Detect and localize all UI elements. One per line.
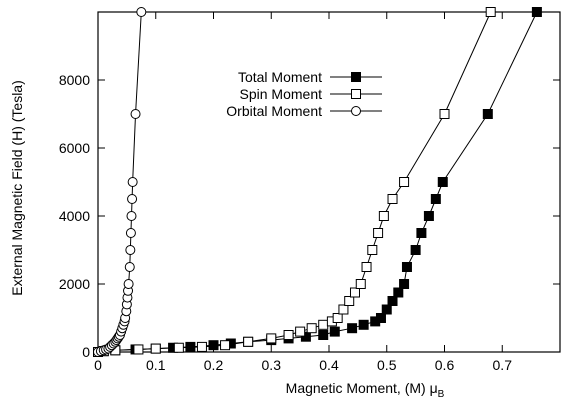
data-point-spin-moment xyxy=(373,228,384,238)
data-point-orbital-moment xyxy=(127,177,138,187)
data-point-spin-moment xyxy=(332,313,343,323)
data-point-spin-moment xyxy=(349,287,360,298)
data-point-spin-moment xyxy=(133,344,144,355)
data-point-total-moment xyxy=(387,296,398,306)
legend-marker-orbital-moment xyxy=(351,106,361,116)
x-tick-label: 0.6 xyxy=(435,357,455,373)
data-point-total-moment xyxy=(531,7,542,17)
data-point-total-moment xyxy=(410,245,421,255)
data-point-spin-moment xyxy=(399,177,410,187)
y-tick-label: 2000 xyxy=(59,276,90,292)
data-point-total-moment xyxy=(423,211,434,221)
data-point-total-moment xyxy=(300,331,311,342)
y-tick-label: 0 xyxy=(82,344,90,360)
x-tick-label: 0.4 xyxy=(319,357,339,373)
data-point-orbital-moment xyxy=(123,279,134,289)
data-point-spin-moment xyxy=(344,296,355,306)
axis-ticks: 0 0.1 0.2 0.3 0.4 0.5 0.6 0.7 0 2000 4000 6000 8000 xyxy=(59,12,560,373)
data-point-orbital-moment xyxy=(125,228,136,238)
data-point-spin-moment xyxy=(283,330,294,340)
series-line-total-moment xyxy=(97,11,538,353)
data-point-spin-moment xyxy=(243,336,254,347)
data-point-total-moment xyxy=(358,319,369,330)
data-point-total-moment xyxy=(401,262,412,272)
x-tick-label: 0.2 xyxy=(204,357,224,373)
plot-frame xyxy=(97,11,561,353)
data-point-spin-moment xyxy=(306,323,317,334)
x-axis-title-subscript: B xyxy=(438,389,445,400)
legend-marker-spin-moment xyxy=(351,89,361,99)
data-point-orbital-moment xyxy=(126,211,137,221)
data-point-spin-moment xyxy=(295,326,306,337)
y-axis-title: External Magnetic Field (H) (Tesla) xyxy=(9,80,25,296)
x-tick-label: 0 xyxy=(94,357,102,373)
data-point-total-moment xyxy=(393,287,404,298)
data-point-spin-moment xyxy=(173,342,184,353)
series-total-moment xyxy=(93,7,542,357)
data-point-spin-moment xyxy=(439,109,450,119)
x-tick-label: 0.1 xyxy=(146,357,166,373)
x-tick-label: 0.3 xyxy=(262,357,282,373)
data-point-spin-moment xyxy=(196,341,207,352)
data-point-spin-moment xyxy=(361,262,372,272)
legend-label-spin-moment: Spin Moment xyxy=(240,86,323,102)
data-point-orbital-moment xyxy=(125,245,136,255)
data-point-spin-moment xyxy=(355,279,366,289)
data-point-total-moment xyxy=(347,323,358,334)
data-point-total-moment xyxy=(375,313,386,323)
x-axis-title: Magnetic Moment, (M) μB xyxy=(286,380,445,400)
data-point-total-moment xyxy=(208,340,219,351)
data-point-spin-moment xyxy=(338,304,349,315)
data-point-spin-moment xyxy=(367,245,378,255)
legend-label-orbital-moment: Orbital Moment xyxy=(226,103,322,119)
data-point-total-moment xyxy=(381,304,392,315)
data-point-total-moment xyxy=(482,109,493,119)
data-point-spin-moment xyxy=(485,7,496,17)
series-spin-moment xyxy=(93,7,496,357)
data-point-orbital-moment xyxy=(127,194,138,204)
series-orbital-moment xyxy=(93,7,147,357)
data-point-total-moment xyxy=(399,279,410,289)
data-point-spin-moment xyxy=(318,319,329,330)
x-tick-label: 0.5 xyxy=(377,357,397,373)
x-axis-title-main: Magnetic Moment, (M) μ xyxy=(286,380,438,396)
series-line-spin-moment xyxy=(97,11,492,353)
data-point-total-moment xyxy=(329,326,340,337)
y-tick-label: 8000 xyxy=(59,72,90,88)
legend-marker-total-moment xyxy=(351,72,361,82)
data-point-spin-moment xyxy=(220,340,231,351)
data-point-total-moment xyxy=(437,177,448,187)
y-tick-label: 6000 xyxy=(59,140,90,156)
data-point-spin-moment xyxy=(150,343,161,354)
data-point-orbital-moment xyxy=(130,109,141,119)
legend-label-total-moment: Total Moment xyxy=(238,69,322,85)
data-point-total-moment xyxy=(430,194,441,204)
data-point-total-moment xyxy=(318,330,329,340)
data-point-orbital-moment xyxy=(124,262,135,272)
data-point-orbital-moment xyxy=(136,7,147,17)
series-layer xyxy=(93,7,542,357)
data-point-spin-moment xyxy=(378,211,389,221)
plot-border xyxy=(97,11,561,353)
data-point-total-moment xyxy=(416,228,427,238)
data-point-spin-moment xyxy=(266,333,277,344)
data-point-spin-moment xyxy=(387,194,398,204)
y-tick-label: 4000 xyxy=(59,208,90,224)
x-tick-label: 0.7 xyxy=(493,357,513,373)
